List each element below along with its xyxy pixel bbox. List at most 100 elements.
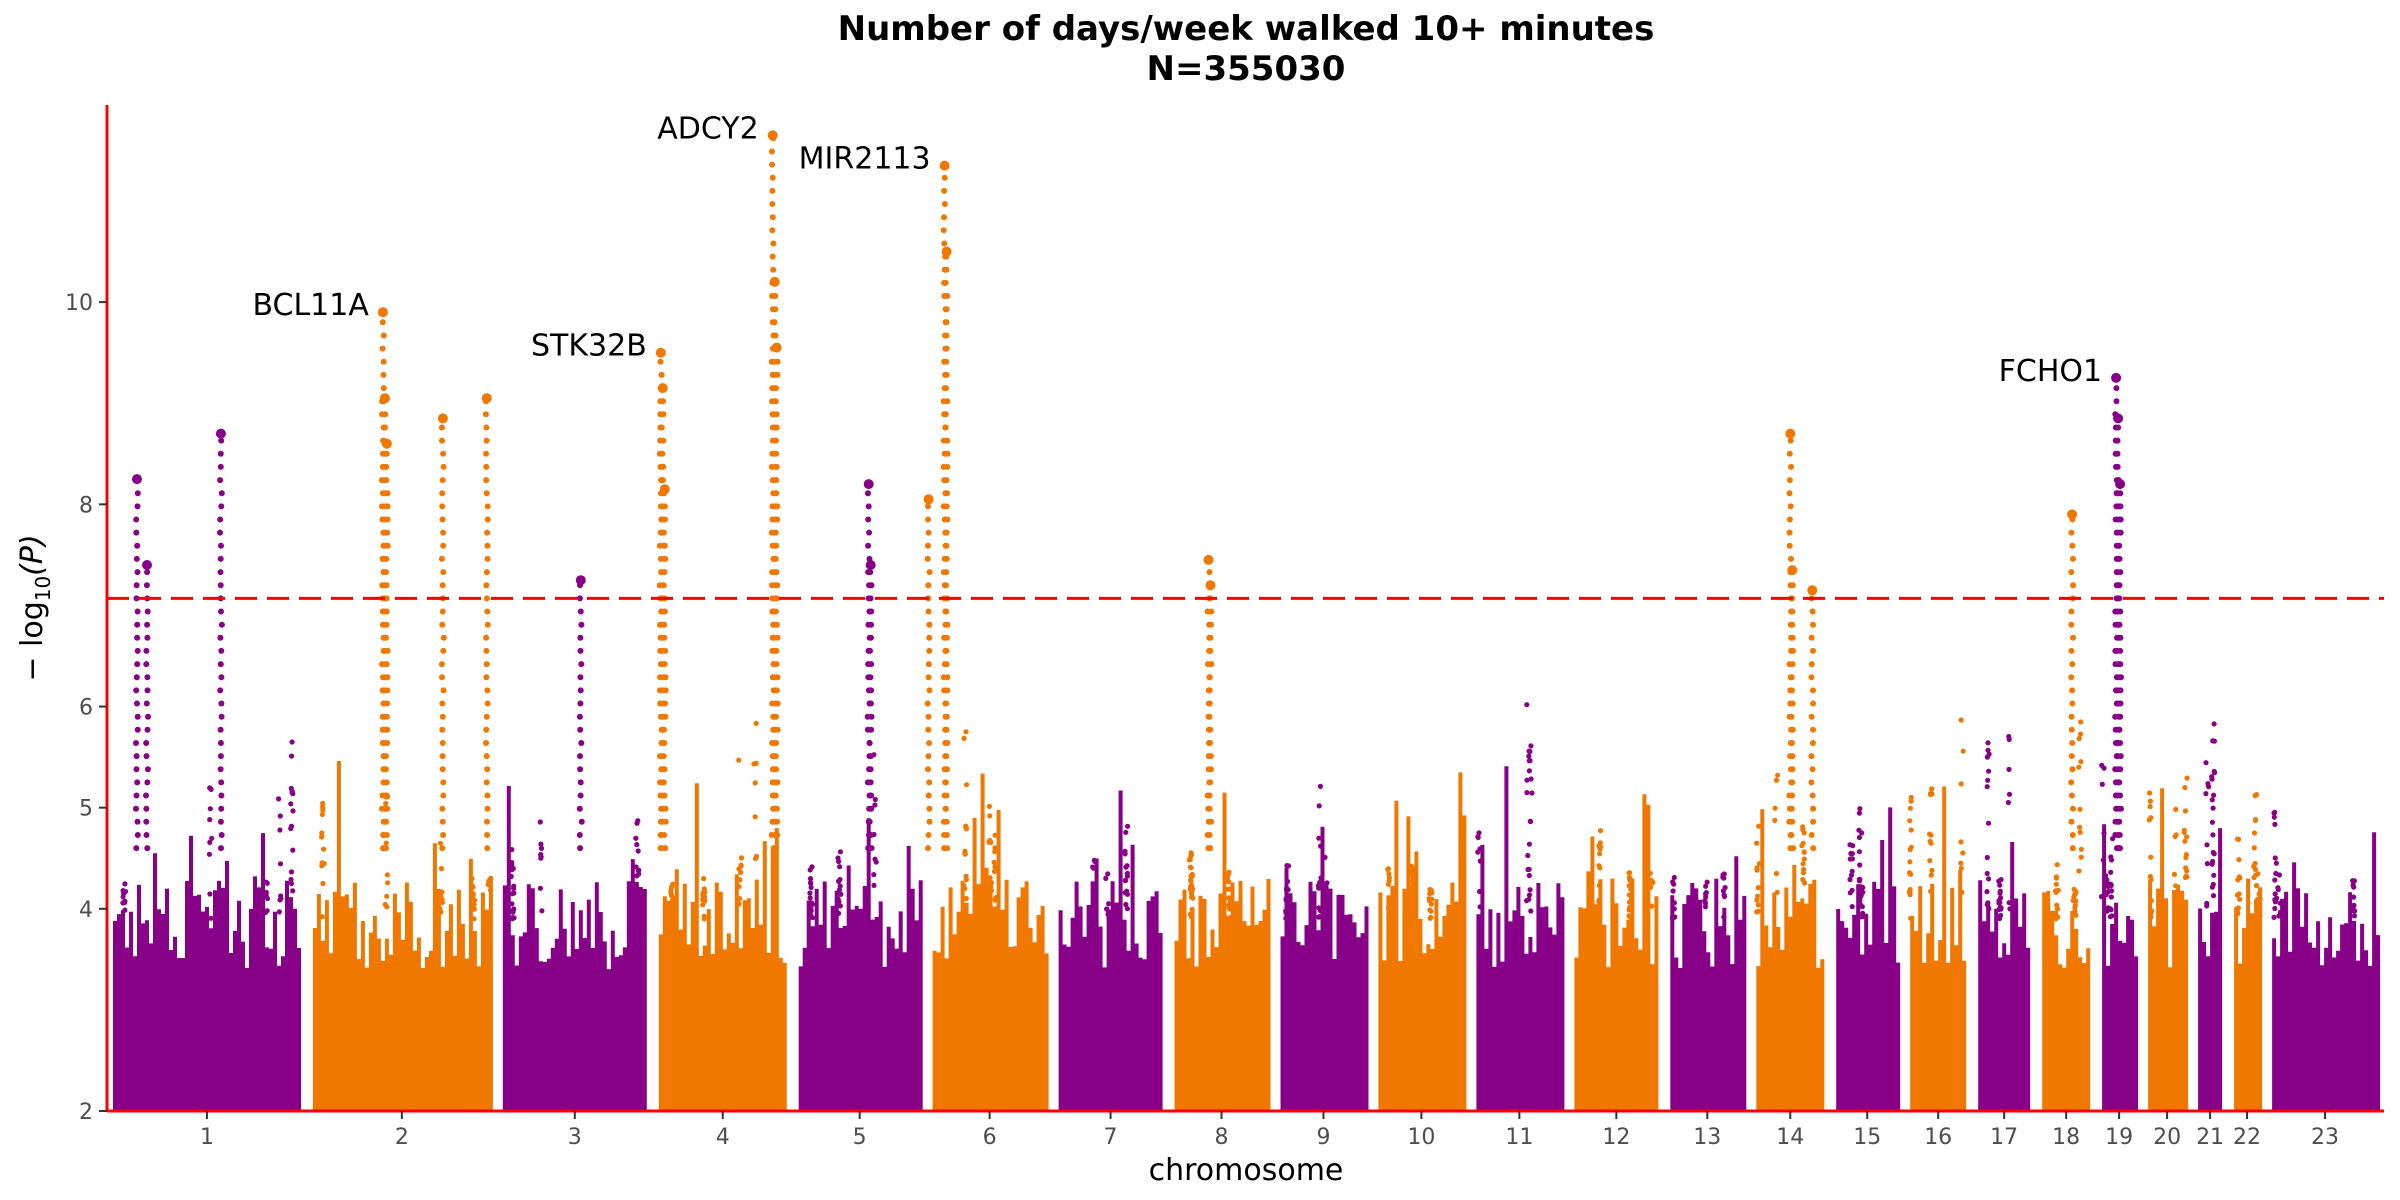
peak-column-point [660, 529, 667, 536]
peak-column-point [1208, 621, 1214, 628]
snp-point [2171, 871, 2177, 878]
data-points [113, 702, 2381, 1111]
snp-point [2184, 834, 2190, 840]
snp-point [2005, 799, 2011, 806]
peak-column-point [144, 608, 151, 615]
peak-column-point [661, 792, 668, 799]
chromosome-7-points [1058, 790, 1163, 1111]
snp-point [509, 891, 516, 897]
peak-column-point [577, 687, 584, 694]
snp-point [1427, 886, 1433, 893]
peak-column-point [1789, 634, 1796, 641]
snp-point [2211, 792, 2217, 798]
peak-column-point [577, 647, 584, 654]
peak-column-point [133, 805, 139, 812]
peak-column-point [1789, 726, 1796, 733]
snp-point [207, 785, 213, 791]
peak-column-point [1810, 818, 1817, 825]
peak-column-point [925, 542, 931, 549]
snp-point [439, 889, 445, 895]
peak-column-point [661, 569, 668, 576]
chromosome-22-points [2234, 792, 2263, 1111]
snp-point [2109, 913, 2115, 919]
x-tick-label-chr14: 14 [1776, 1125, 1804, 1150]
peak-column-point [662, 700, 669, 707]
peak-column-point [944, 398, 951, 405]
snp-point [510, 908, 516, 914]
peak-column-point [1206, 674, 1213, 681]
peak-column-point [1206, 805, 1213, 812]
snp-point [1524, 777, 1530, 783]
peak-column-point [2117, 569, 2124, 576]
peak-column-point [383, 450, 390, 457]
snp-point [1409, 896, 1415, 902]
y-tick-label: 2 [79, 1100, 93, 1125]
snp-point [702, 889, 708, 895]
snp-point [1428, 901, 1434, 907]
snp-point [1908, 827, 1914, 833]
snp-point [1317, 880, 1323, 886]
snp-point [1754, 840, 1760, 846]
peak-point [771, 342, 782, 353]
snp-point [1105, 910, 1112, 916]
peak-column-point [943, 647, 950, 654]
snp-point [1801, 856, 1807, 862]
peak-column-point [774, 516, 781, 523]
peak-column-point [217, 753, 224, 760]
peak-column-point [1206, 700, 1213, 707]
snp-point [1091, 865, 1097, 871]
snp-point [2236, 857, 2242, 863]
peak-column-point [769, 227, 776, 234]
snp-point [288, 801, 294, 807]
snp-point [1908, 794, 1914, 801]
x-tick-label-chr13: 13 [1693, 1125, 1721, 1150]
snp-point [1089, 910, 1095, 916]
peak-column-point [2117, 529, 2124, 536]
snp-point [469, 899, 475, 905]
snp-point [963, 877, 970, 883]
peak-column-point [659, 477, 666, 484]
peak-column-point [944, 687, 951, 694]
peak-point [215, 428, 226, 439]
peak-column-point [1208, 608, 1215, 615]
peak-column-point [944, 621, 951, 628]
snp-point [1526, 892, 1533, 898]
snp-point [988, 882, 994, 888]
peak-column-point [1789, 753, 1796, 760]
snp-point [277, 827, 283, 833]
peak-column-point [868, 687, 875, 694]
snp-point [1985, 747, 1991, 753]
snp-point [1958, 865, 1964, 871]
snp-point [1285, 896, 1291, 902]
snp-point [2077, 829, 2083, 836]
snp-point [1722, 885, 1728, 891]
peak-column-point [440, 569, 447, 576]
peak-column-point [772, 437, 779, 444]
snp-point [538, 845, 545, 852]
snp-point [1122, 848, 1128, 854]
peak-column-point [2116, 779, 2123, 786]
chart-title: Number of days/week walked 10+ minutes [838, 9, 1655, 49]
peak-column-point [384, 503, 391, 510]
peak-column-point [1789, 661, 1796, 668]
chromosome-15-points [1836, 806, 1901, 1111]
snp-point [1529, 790, 1535, 796]
snp-point [1322, 854, 1328, 861]
peak-column-point [926, 569, 933, 576]
peak-column-point [925, 766, 931, 773]
peak-column-point [483, 463, 490, 470]
peak-column-point [144, 569, 151, 576]
peak-column-point [773, 740, 780, 746]
snp-point [2108, 857, 2115, 863]
chromosome-11-density [1476, 766, 1565, 1111]
peak-column-point [2117, 700, 2124, 707]
snp-point [2236, 891, 2242, 897]
x-tick-label-chr1: 1 [200, 1125, 214, 1150]
peak-column-point [2070, 555, 2076, 562]
peak-column-point [925, 713, 932, 720]
peak-column-point [2116, 726, 2123, 733]
snp-point [1227, 886, 1233, 892]
snp-point [1907, 887, 1913, 893]
peak-column-point [2116, 621, 2123, 628]
peak-point [923, 494, 934, 505]
